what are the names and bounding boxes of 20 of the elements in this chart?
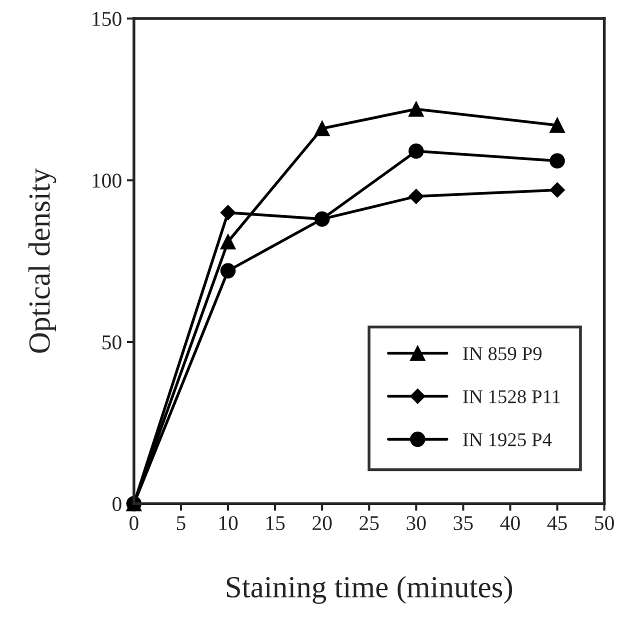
x-tick-label: 20 <box>312 516 332 530</box>
y-tick-label: 100 <box>92 174 122 188</box>
y-tick-label: 150 <box>92 12 122 26</box>
y-axis-title: Optical density <box>28 168 56 353</box>
legend-label: IN 859 P9 <box>463 347 542 360</box>
legend-label: IN 1528 P11 <box>463 390 560 404</box>
x-tick-label: 5 <box>176 516 186 530</box>
x-tick-label: 40 <box>500 516 520 530</box>
x-tick-label: 0 <box>130 516 138 530</box>
y-tick-label: 50 <box>102 335 122 350</box>
x-tick-label: 15 <box>266 516 285 530</box>
x-tick-label: 10 <box>219 516 238 530</box>
x-tick-label: 45 <box>547 516 567 530</box>
x-tick-label: 50 <box>595 516 614 530</box>
x-axis-title: Staining time (minutes) <box>226 576 512 604</box>
x-tick-label: 35 <box>454 516 473 530</box>
y-tick-label: 0 <box>112 497 122 512</box>
legend-label: IN 1925 P4 <box>463 433 552 446</box>
x-tick-label: 25 <box>360 516 379 530</box>
x-tick-label: 30 <box>406 516 426 530</box>
